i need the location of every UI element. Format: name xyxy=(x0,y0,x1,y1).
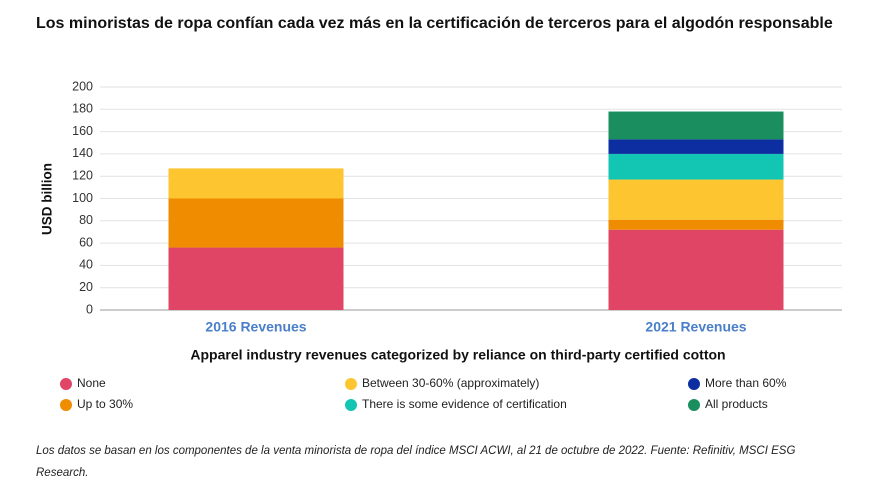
bar-segment xyxy=(168,198,344,248)
legend-label: Up to 30% xyxy=(77,397,133,411)
bar-segment xyxy=(168,168,344,199)
legend-label: None xyxy=(77,376,106,390)
y-tick-label: 80 xyxy=(79,213,93,227)
y-tick-label: 160 xyxy=(72,124,93,138)
legend-swatch xyxy=(60,378,72,390)
legend-label: More than 60% xyxy=(705,376,787,390)
y-tick-label: 140 xyxy=(72,146,93,160)
y-tick-label: 100 xyxy=(72,191,93,205)
y-axis-label: USD billion xyxy=(40,163,55,235)
bar-segment xyxy=(608,219,784,230)
y-tick-label: 60 xyxy=(79,235,93,249)
bar-segment xyxy=(608,153,784,180)
x-axis-label: Apparel industry revenues categorized by… xyxy=(190,347,725,363)
bar-segment xyxy=(608,139,784,154)
bar-segment xyxy=(608,179,784,220)
x-tick-label: 2021 Revenues xyxy=(645,319,746,335)
y-tick-label: 200 xyxy=(72,79,93,93)
bar-segment xyxy=(608,229,784,310)
legend-label: Between 30-60% (approximately) xyxy=(362,376,539,390)
legend-label: There is some evidence of certification xyxy=(362,397,567,411)
bar-segment xyxy=(608,111,784,140)
legend-label: All products xyxy=(705,397,768,411)
y-tick-label: 120 xyxy=(72,168,93,182)
y-tick-label: 0 xyxy=(86,302,93,316)
legend-swatch xyxy=(688,378,700,390)
y-tick-label: 180 xyxy=(72,102,93,116)
y-tick-label: 20 xyxy=(79,280,93,294)
y-tick-label: 40 xyxy=(79,258,93,272)
x-tick-label: 2016 Revenues xyxy=(205,319,306,335)
legend-swatch xyxy=(60,399,72,411)
legend-swatch xyxy=(345,378,357,390)
chart: USD billion Apparel industry revenues ca… xyxy=(40,79,842,411)
chart-title: Los minoristas de ropa confían cada vez … xyxy=(36,15,833,32)
bar-segment xyxy=(168,247,344,310)
footnote: Los datos se basan en los componentes de… xyxy=(36,445,796,479)
legend-swatch xyxy=(688,399,700,411)
legend-swatch xyxy=(345,399,357,411)
